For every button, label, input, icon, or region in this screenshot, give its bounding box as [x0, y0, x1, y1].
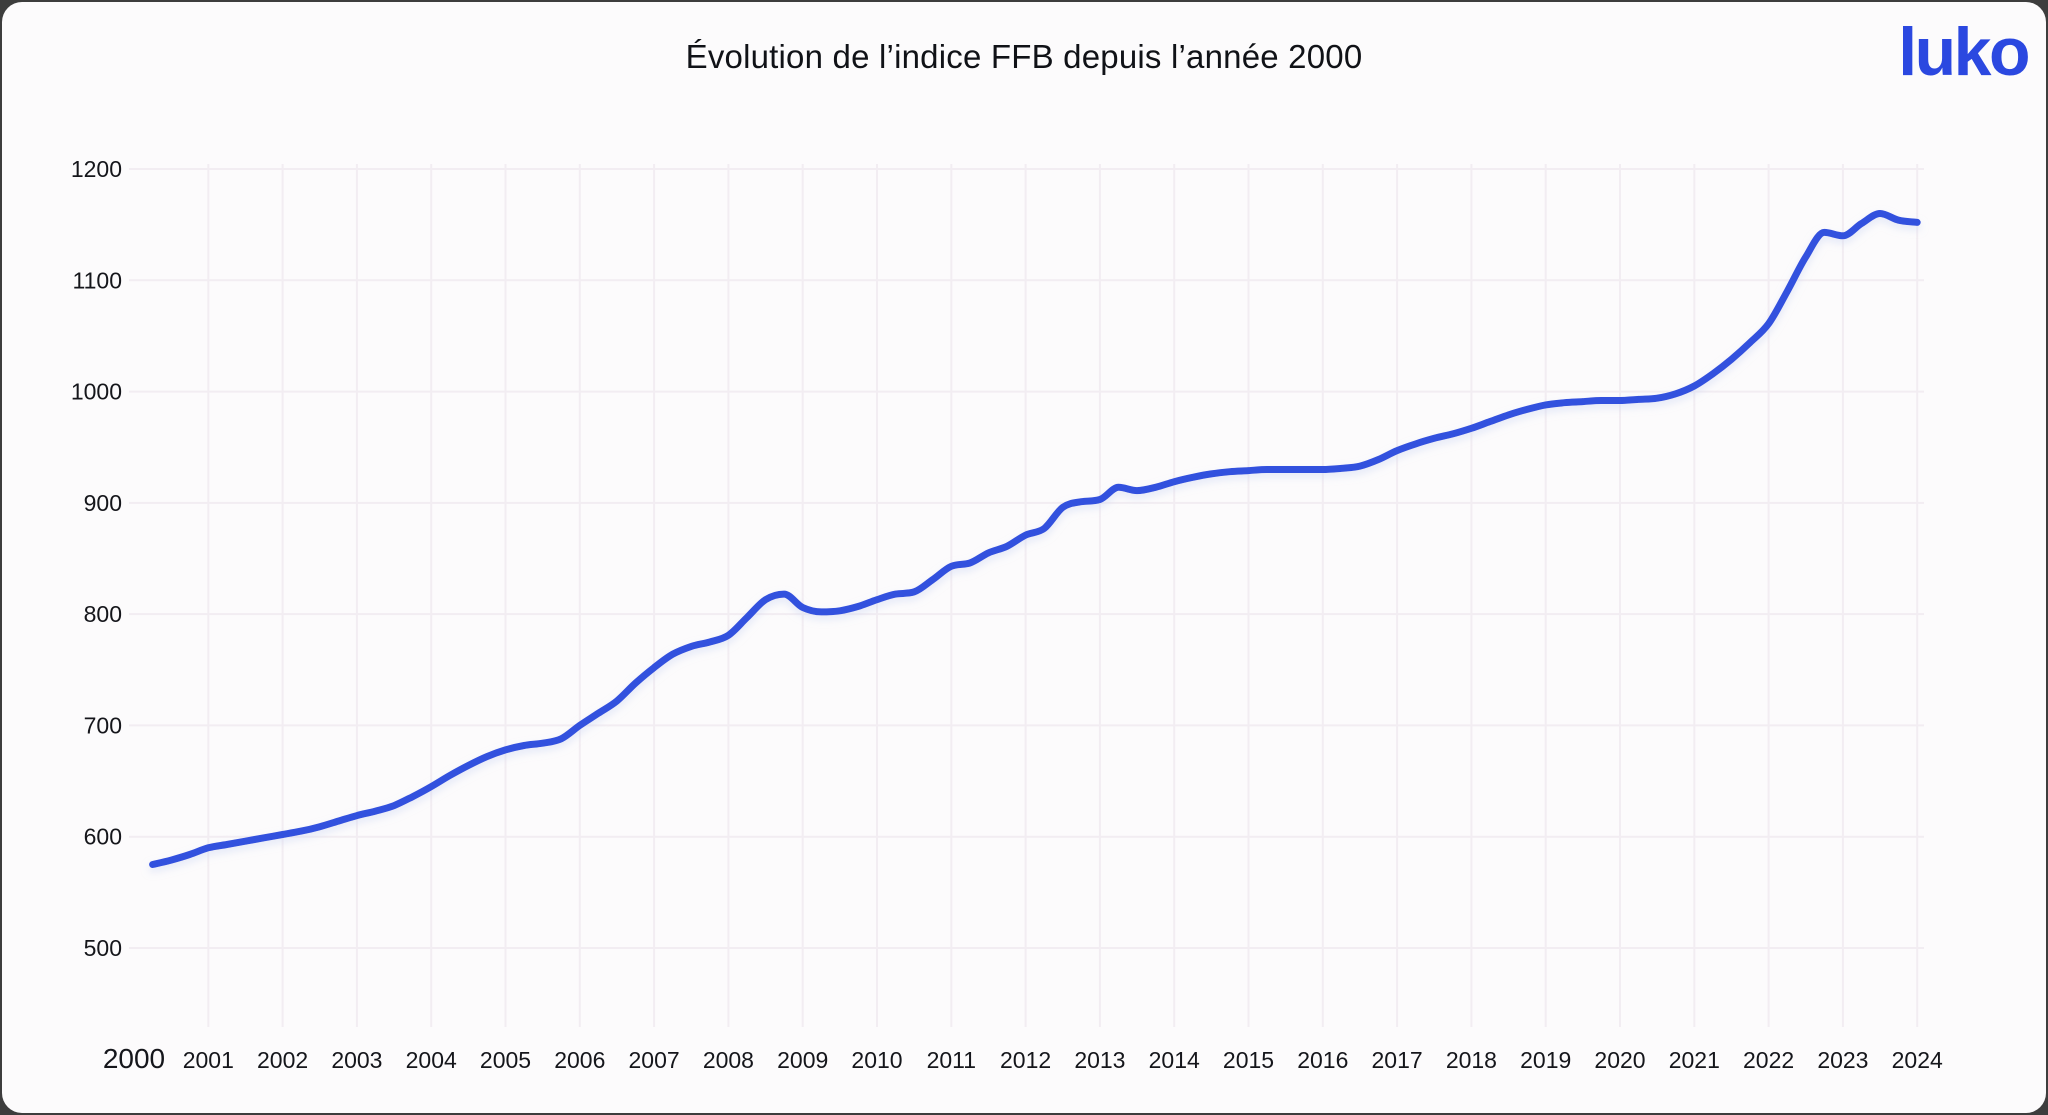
x-tick-label: 2023 [1817, 1047, 1868, 1073]
y-tick-label: 500 [84, 935, 122, 961]
x-tick-label: 2018 [1446, 1047, 1497, 1073]
y-tick-label: 1100 [73, 267, 122, 293]
x-tick-label: 2010 [851, 1047, 902, 1073]
x-tick-label: 2022 [1743, 1047, 1794, 1073]
x-tick-label: 2019 [1520, 1047, 1571, 1073]
x-tick-label: 2008 [703, 1047, 754, 1073]
y-tick-label: 900 [84, 490, 122, 516]
x-tick-label: 2020 [1594, 1047, 1645, 1073]
axis-labels: 500 600 700 800 900 1000 1100 1200 2000 2001 2002 2… [71, 156, 1943, 1074]
x-tick-label: 2007 [629, 1047, 680, 1073]
x-tick-label: 2015 [1223, 1047, 1274, 1073]
x-tick-label: 2009 [777, 1047, 828, 1073]
x-tick-label: 2024 [1892, 1047, 1943, 1073]
gridlines [129, 164, 1924, 1027]
y-tick-label: 800 [84, 601, 122, 627]
y-tick-label: 600 [84, 824, 122, 850]
x-tick-label: 2011 [927, 1047, 976, 1073]
y-tick-label: 1000 [71, 379, 122, 405]
x-tick-label: 2017 [1372, 1047, 1423, 1073]
x-tick-label: 2004 [406, 1047, 457, 1073]
luko-logo: luko [1898, 14, 2030, 90]
x-tick-label: 2013 [1074, 1047, 1125, 1073]
y-tick-label: 700 [84, 712, 122, 738]
x-tick-label: 2014 [1149, 1047, 1200, 1073]
ffb-line-series [149, 210, 1921, 868]
x-tick-label: 2001 [183, 1047, 234, 1073]
x-tick-label: 2006 [554, 1047, 605, 1073]
x-tick-label: 2021 [1669, 1047, 1720, 1073]
y-tick-label: 1200 [71, 156, 122, 182]
x-tick-label: 2003 [331, 1047, 382, 1073]
x-tick-label: 2016 [1297, 1047, 1348, 1073]
chart-title: Évolution de l’indice FFB depuis l’année… [685, 38, 1363, 75]
x-tick-label: 2002 [257, 1047, 308, 1073]
x-tick-label: 2000 [103, 1043, 165, 1074]
x-tick-label: 2005 [480, 1047, 531, 1073]
x-tick-label: 2012 [1000, 1047, 1051, 1073]
series-layer [149, 210, 1921, 868]
